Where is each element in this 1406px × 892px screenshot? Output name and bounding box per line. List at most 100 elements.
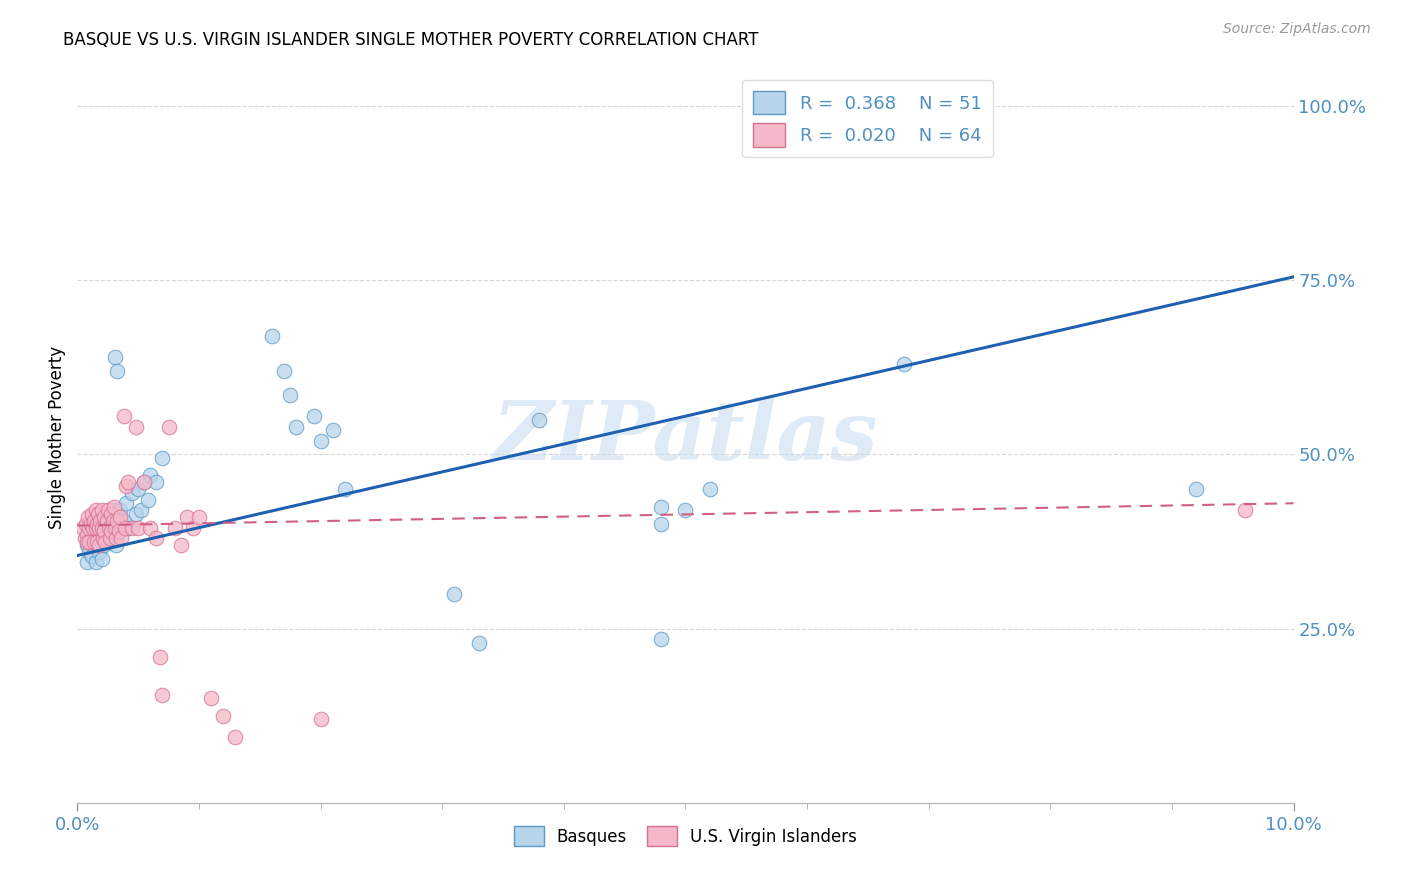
Point <box>125 419 148 434</box>
Point <box>104 521 127 535</box>
Point <box>83 534 105 549</box>
Point <box>304 409 326 424</box>
Point <box>699 483 721 497</box>
Point <box>467 635 489 649</box>
Point <box>529 412 551 426</box>
Point <box>129 503 152 517</box>
Point <box>200 691 222 706</box>
Point <box>86 517 108 532</box>
Point <box>82 521 104 535</box>
Point <box>188 510 211 524</box>
Point <box>181 521 204 535</box>
Point <box>97 534 120 549</box>
Point <box>98 531 121 545</box>
Point <box>108 503 131 517</box>
Point <box>121 485 143 500</box>
Point <box>117 475 139 490</box>
Point <box>152 688 174 702</box>
Point <box>333 483 356 497</box>
Point <box>79 534 101 549</box>
Point <box>152 450 174 465</box>
Point <box>139 521 162 535</box>
Point <box>103 527 125 541</box>
Point <box>309 434 332 448</box>
Point <box>145 475 167 490</box>
Point <box>114 521 136 535</box>
Point <box>101 514 124 528</box>
Point <box>134 475 156 490</box>
Point <box>260 329 283 343</box>
Point <box>89 514 111 528</box>
Point <box>90 531 112 545</box>
Point <box>125 507 148 521</box>
Point <box>90 503 112 517</box>
Point <box>107 524 129 538</box>
Point <box>108 510 131 524</box>
Point <box>93 538 115 552</box>
Point <box>93 524 115 538</box>
Point <box>224 730 246 744</box>
Point <box>93 510 115 524</box>
Point <box>112 409 135 424</box>
Point <box>83 514 105 528</box>
Point <box>278 388 301 402</box>
Point <box>84 503 107 517</box>
Point <box>89 521 111 535</box>
Point <box>149 649 172 664</box>
Text: BASQUE VS U.S. VIRGIN ISLANDER SINGLE MOTHER POVERTY CORRELATION CHART: BASQUE VS U.S. VIRGIN ISLANDER SINGLE MO… <box>63 31 759 49</box>
Point <box>80 549 103 563</box>
Point <box>107 364 129 378</box>
Point <box>163 521 186 535</box>
Point <box>1185 483 1208 497</box>
Point <box>134 475 156 490</box>
Point <box>77 510 100 524</box>
Point <box>96 514 118 528</box>
Point <box>893 357 915 371</box>
Point <box>136 492 159 507</box>
Point <box>273 364 295 378</box>
Point <box>72 521 94 535</box>
Point <box>90 552 112 566</box>
Point <box>89 538 111 552</box>
Point <box>97 503 120 517</box>
Point <box>170 538 193 552</box>
Point <box>79 521 101 535</box>
Point <box>100 524 122 538</box>
Point <box>84 556 107 570</box>
Point <box>127 521 149 535</box>
Point <box>105 531 128 545</box>
Point <box>650 500 672 514</box>
Point <box>108 524 131 538</box>
Point <box>76 556 98 570</box>
Point <box>650 517 672 532</box>
Point <box>145 531 167 545</box>
Point <box>309 712 332 726</box>
Point <box>84 521 107 535</box>
Point <box>112 514 135 528</box>
Point <box>76 538 98 552</box>
Point <box>443 587 465 601</box>
Point <box>75 517 97 532</box>
Text: ZIPatlas: ZIPatlas <box>492 397 879 477</box>
Point <box>104 350 127 364</box>
Point <box>76 534 98 549</box>
Point <box>80 507 103 521</box>
Point <box>650 632 672 646</box>
Point <box>157 419 180 434</box>
Point <box>121 521 143 535</box>
Point <box>103 503 125 517</box>
Point <box>212 708 235 723</box>
Point <box>107 514 129 528</box>
Point <box>285 419 308 434</box>
Point <box>105 517 128 532</box>
Point <box>139 468 162 483</box>
Point <box>86 534 108 549</box>
Point <box>115 479 138 493</box>
Point <box>115 496 138 510</box>
Point <box>176 510 198 524</box>
Point <box>100 507 122 521</box>
Point <box>97 521 120 535</box>
Point <box>94 534 117 549</box>
Point <box>127 483 149 497</box>
Point <box>1233 503 1256 517</box>
